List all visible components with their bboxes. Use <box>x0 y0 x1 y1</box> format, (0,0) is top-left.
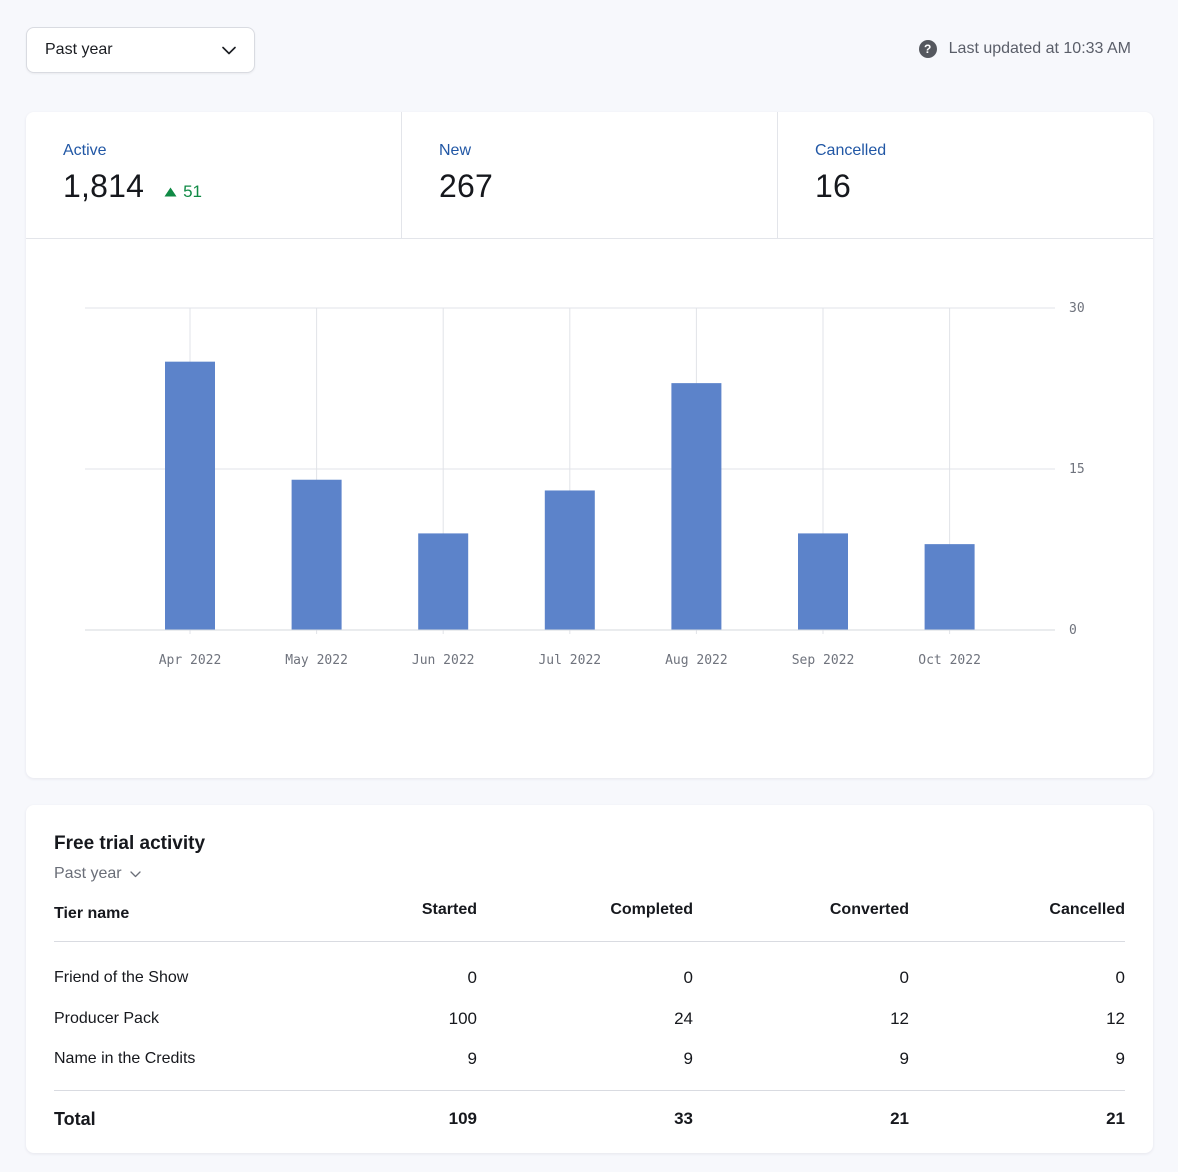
bar-aug-2022[interactable] <box>671 383 722 630</box>
cancelled-value: 9 <box>1115 1049 1125 1069</box>
date-range-label: Past year <box>45 41 113 58</box>
stat-active[interactable]: Active 1,814 51 <box>26 112 402 238</box>
free-trial-range-dropdown[interactable]: Past year <box>54 865 141 883</box>
table-header-row: Tier name Started Completed Converted Ca… <box>54 897 1125 941</box>
y-tick-label: 0 <box>1069 623 1077 638</box>
stat-cancelled-label: Cancelled <box>815 142 887 159</box>
tier-name: Name in the Credits <box>54 1050 196 1068</box>
converted-value: 0 <box>899 967 909 987</box>
tier-name: Friend of the Show <box>54 968 189 986</box>
stats-row: Active 1,814 51 New 267 Cancelled 16 <box>26 112 1153 239</box>
cancelled-value: 0 <box>1115 967 1125 987</box>
y-tick-label: 30 <box>1069 301 1085 316</box>
total-started: 109 <box>448 1109 477 1129</box>
bar-sep-2022[interactable] <box>798 533 848 630</box>
completed-value: 24 <box>674 1008 693 1028</box>
x-tick-label: May 2022 <box>285 653 348 668</box>
stat-active-delta-value: 51 <box>183 182 202 201</box>
col-tier-name: Tier name <box>54 905 130 922</box>
membership-stats-card: Active 1,814 51 New 267 Cancelled 16 <box>26 112 1153 778</box>
date-range-dropdown[interactable]: Past year <box>26 27 255 73</box>
x-tick-label: Oct 2022 <box>918 653 981 668</box>
total-completed: 33 <box>674 1109 693 1129</box>
stat-cancelled[interactable]: Cancelled 16 <box>778 112 1153 238</box>
free-trial-card: Free trial activity Past year Tier name … <box>26 805 1153 1153</box>
stat-active-delta: 51 <box>164 182 202 202</box>
bar-jul-2022[interactable] <box>544 490 595 630</box>
col-converted: Converted <box>829 901 909 918</box>
table-total-row: Total 109 33 21 21 <box>54 1090 1125 1148</box>
stat-active-label: Active <box>63 142 107 159</box>
started-value: 100 <box>448 1008 477 1028</box>
total-label: Total <box>54 1108 96 1129</box>
stat-cancelled-value: 16 <box>815 168 851 204</box>
col-cancelled: Cancelled <box>1049 901 1125 918</box>
last-updated: ? Last updated at 10:33 AM <box>918 40 1131 58</box>
col-completed: Completed <box>610 901 693 918</box>
bar-may-2022[interactable] <box>291 479 342 630</box>
table-row: Friend of the Show 0 0 0 0 <box>54 941 1125 998</box>
x-tick-label: Jun 2022 <box>412 653 475 668</box>
bar-oct-2022[interactable] <box>924 544 975 630</box>
col-started: Started <box>421 901 477 918</box>
x-tick-label: Sep 2022 <box>792 653 855 668</box>
total-converted: 21 <box>890 1109 909 1129</box>
triangle-up-icon <box>164 187 177 197</box>
bar-apr-2022[interactable] <box>165 361 215 630</box>
completed-value: 0 <box>683 967 693 987</box>
completed-value: 9 <box>683 1049 693 1069</box>
total-cancelled: 21 <box>1106 1109 1125 1129</box>
help-icon[interactable]: ? <box>918 40 937 58</box>
started-value: 9 <box>467 1049 477 1069</box>
cancelled-value: 12 <box>1106 1008 1125 1028</box>
stat-new-label: New <box>439 142 472 159</box>
chevron-down-icon <box>129 865 141 883</box>
stat-new-value: 267 <box>439 168 493 204</box>
free-trial-range-label: Past year <box>54 865 122 882</box>
x-tick-label: Aug 2022 <box>665 653 728 668</box>
bar-jun-2022[interactable] <box>418 533 469 630</box>
monthly-bar-chart: 0 15 30 Apr 2022 May 2022 Jun 2022 Jul 2022 Aug… <box>85 301 1085 668</box>
converted-value: 9 <box>899 1049 909 1069</box>
started-value: 0 <box>467 967 477 987</box>
stat-active-value: 1,814 <box>63 168 145 204</box>
y-tick-label: 15 <box>1069 462 1085 477</box>
stat-new[interactable]: New 267 <box>402 112 778 238</box>
converted-value: 12 <box>890 1008 909 1028</box>
x-tick-label: Apr 2022 <box>159 653 222 668</box>
tier-name: Producer Pack <box>54 1009 159 1027</box>
chevron-down-icon <box>222 46 236 55</box>
x-tick-label: Jul 2022 <box>538 653 601 668</box>
free-trial-title: Free trial activity <box>54 833 206 854</box>
free-trial-table: Tier name Started Completed Converted Ca… <box>54 897 1125 1148</box>
table-row: Producer Pack 100 24 12 12 <box>54 998 1125 1039</box>
table-row: Name in the Credits 9 9 9 9 <box>54 1039 1125 1090</box>
last-updated-text: Last updated at 10:33 AM <box>948 40 1131 57</box>
